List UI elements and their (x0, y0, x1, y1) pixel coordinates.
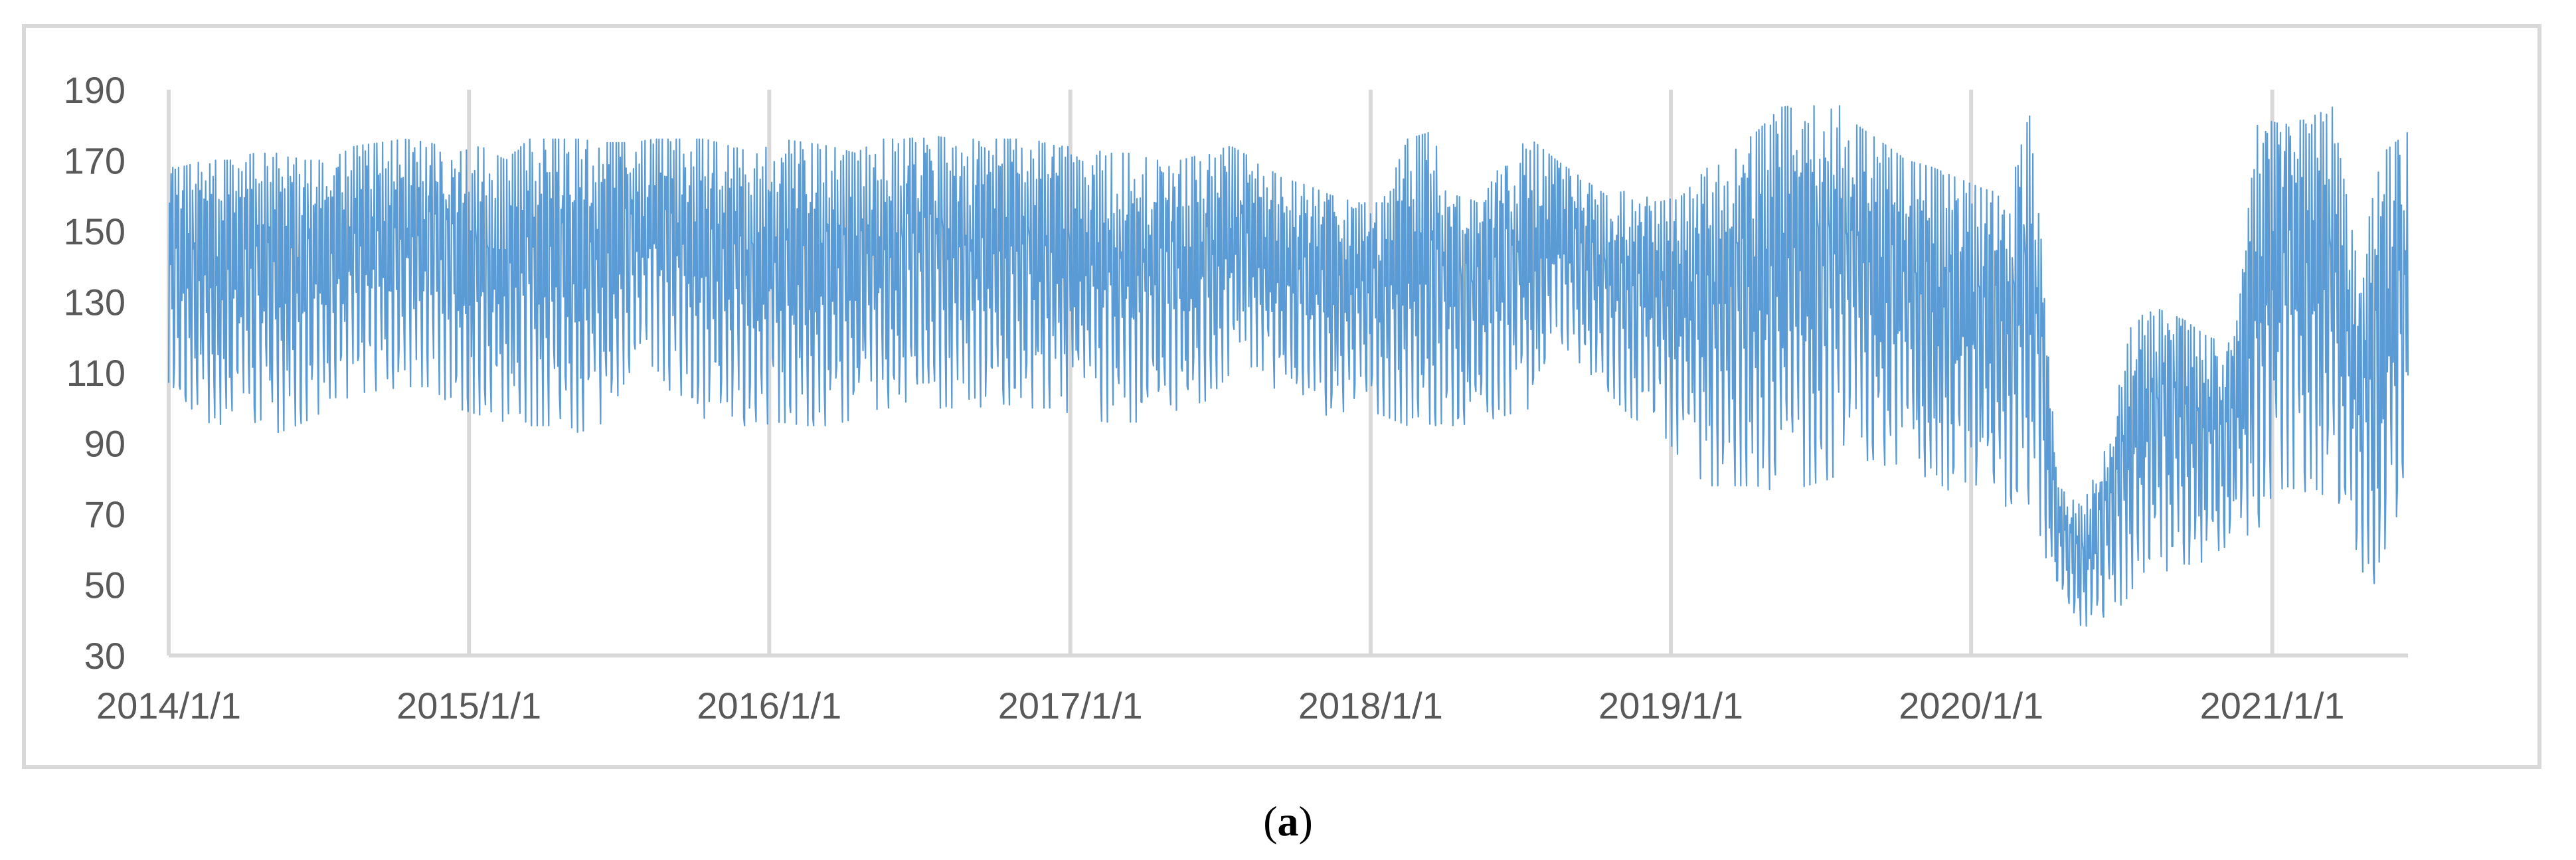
x-tick-label: 2015/1/1 (396, 685, 541, 727)
y-tick-label: 50 (84, 564, 126, 606)
x-tick-label: 2018/1/1 (1298, 685, 1443, 727)
y-tick-label: 110 (66, 352, 126, 394)
y-tick-label: 90 (84, 423, 126, 465)
x-tick-label: 2017/1/1 (998, 685, 1143, 727)
x-tick-label: 2016/1/1 (697, 685, 841, 727)
y-tick-label: 130 (64, 282, 126, 323)
x-tick-label: 2014/1/1 (96, 685, 241, 727)
y-tick-label: 150 (64, 211, 126, 252)
panel-letter: a (1277, 798, 1299, 845)
y-tick-label: 70 (84, 493, 126, 535)
panel-label: (a) (1263, 798, 1313, 845)
y-tick-label: 170 (64, 140, 126, 182)
x-tick-label: 2019/1/1 (1598, 685, 1743, 727)
x-tick-label: 2021/1/1 (2200, 685, 2345, 727)
x-tick-label: 2020/1/1 (1899, 685, 2043, 727)
series-line (167, 105, 2409, 627)
line-chart: 2014/1/1 2015/1/1 2016/1/1 2017/1/1 2018/1/1… (64, 69, 2409, 727)
y-tick-label: 190 (64, 69, 126, 111)
chart-frame: 2014/1/1 2015/1/1 2016/1/1 2017/1/1 2018/1/1… (22, 24, 2541, 769)
y-tick-label: 30 (84, 635, 126, 677)
